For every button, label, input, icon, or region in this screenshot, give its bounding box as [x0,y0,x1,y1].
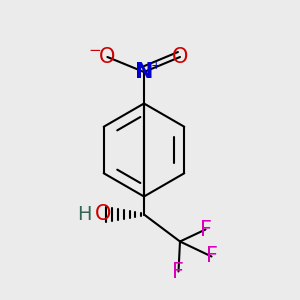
Text: O: O [99,47,116,67]
Text: O: O [95,205,112,224]
Text: F: F [206,247,218,266]
Text: F: F [200,220,211,239]
Text: H: H [77,205,91,224]
Text: +: + [151,59,161,72]
Text: F: F [172,262,184,281]
Text: O: O [172,47,188,67]
Text: −: − [88,44,101,59]
Text: N: N [135,62,153,82]
